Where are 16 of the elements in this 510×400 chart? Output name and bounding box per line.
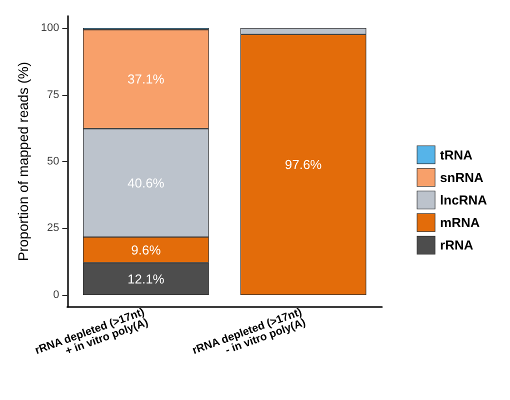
data-label: 97.6% (284, 157, 322, 172)
y-tick-label: 75 (47, 88, 60, 101)
data-label: 40.6% (128, 175, 165, 190)
legend-label: snRNA (440, 170, 484, 185)
data-label: 12.1% (128, 271, 165, 286)
y-tick-label: 50 (47, 156, 60, 168)
y-axis-title: Proportion of mapped reads (%) (15, 62, 31, 262)
data-label: 37.1% (128, 72, 165, 87)
legend-label: rRNA (440, 238, 474, 253)
y-tick-label: 25 (47, 222, 60, 234)
data-label: 9.6% (131, 242, 162, 258)
legend-label: lncRNA (440, 192, 488, 208)
legend-label: mRNA (440, 215, 480, 230)
legend-label: tRNA (440, 147, 474, 162)
y-tick-label: 100 (40, 22, 60, 34)
y-tick-label: 0 (53, 288, 60, 301)
